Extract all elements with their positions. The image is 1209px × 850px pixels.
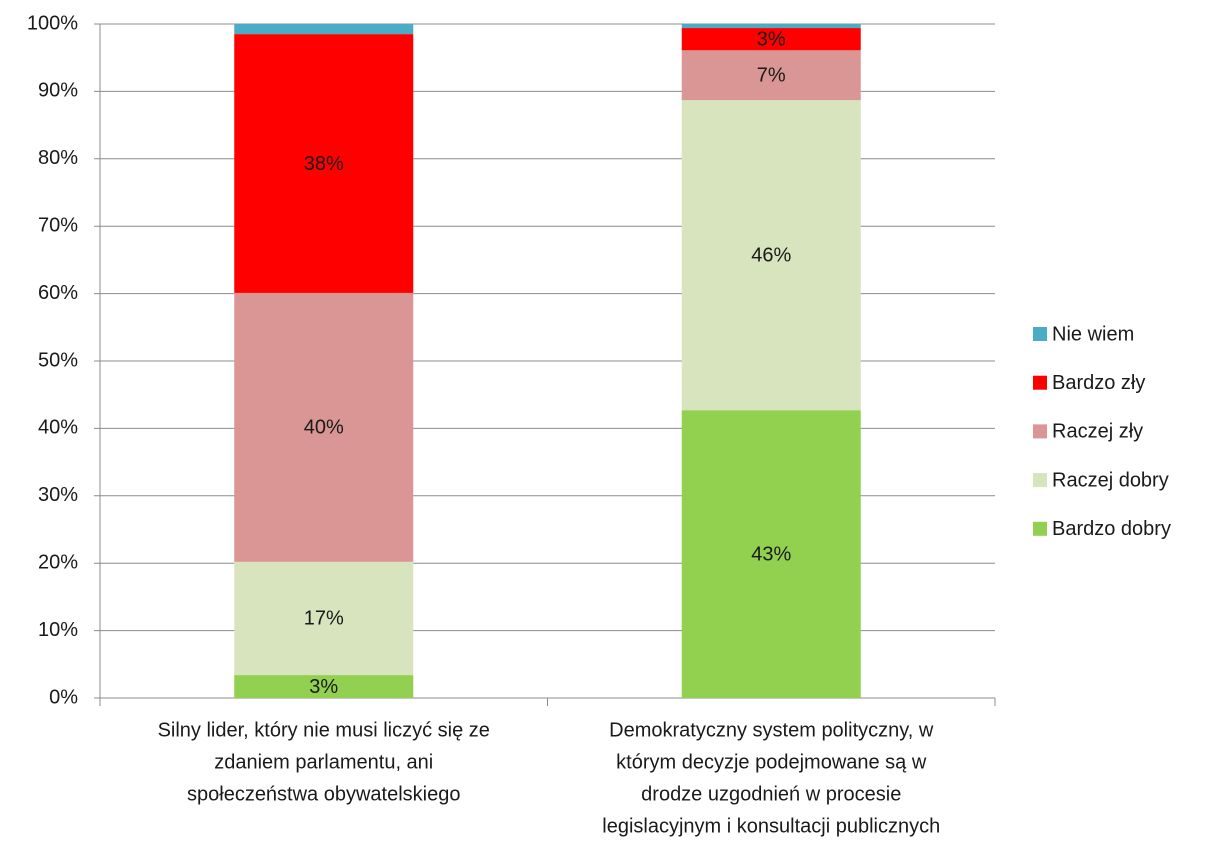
x-tick-label: którym decyzje podejmowane są w [616, 751, 927, 773]
legend-label: Nie wiem [1052, 323, 1134, 345]
legend-swatch [1033, 521, 1047, 536]
legend-label: Raczej zły [1052, 421, 1143, 443]
bar-segment [234, 292, 414, 562]
legend-swatch [1033, 327, 1047, 341]
x-tick-label: zdaniem parlamentu, ani [214, 751, 433, 773]
bar-segment [234, 34, 414, 293]
y-tick-label: 10% [38, 619, 78, 641]
bar-segment [681, 100, 861, 411]
legend-label: Bardzo zły [1052, 372, 1145, 394]
bar-segment [234, 24, 414, 35]
data-label: 40% [304, 417, 344, 439]
y-tick-label: 70% [38, 214, 78, 236]
bar-segment [681, 28, 861, 51]
legend-label: Bardzo dobry [1052, 518, 1171, 540]
x-tick-label: drodze uzgodnień w procesie [641, 783, 901, 805]
bar-segment [234, 675, 414, 698]
bar-segment [234, 561, 414, 676]
y-tick-label: 0% [49, 686, 78, 708]
y-tick-label: 100% [27, 12, 78, 34]
y-tick-label: 80% [38, 147, 78, 169]
x-tick-label: legislacyjnym i konsultacji publicznych [602, 815, 940, 837]
x-tick-label: społeczeństwa obywatelskiego [187, 783, 461, 805]
data-label: 3% [309, 676, 338, 698]
data-label: 17% [304, 608, 344, 630]
data-label: 7% [757, 65, 786, 87]
data-label: 3% [757, 28, 786, 50]
x-tick-label: Demokratyczny system polityczny, w [609, 719, 934, 741]
legend-swatch [1033, 473, 1047, 488]
y-tick-label: 20% [38, 551, 78, 573]
bar-segment [681, 50, 861, 101]
data-label: 38% [304, 153, 344, 175]
legend-label: Raczej dobry [1052, 469, 1169, 491]
data-label: 46% [751, 244, 791, 266]
data-label: 43% [751, 543, 791, 565]
legend-swatch [1033, 375, 1047, 390]
legend-swatch [1033, 424, 1047, 439]
bar-segment [681, 410, 861, 698]
y-tick-label: 90% [38, 80, 78, 102]
y-tick-label: 60% [38, 282, 78, 304]
y-tick-label: 40% [38, 417, 78, 439]
x-tick-label: Silny lider, który nie musi liczyć się z… [158, 719, 490, 741]
y-tick-label: 30% [38, 484, 78, 506]
bar-segment [681, 24, 861, 29]
y-tick-label: 50% [38, 349, 78, 371]
